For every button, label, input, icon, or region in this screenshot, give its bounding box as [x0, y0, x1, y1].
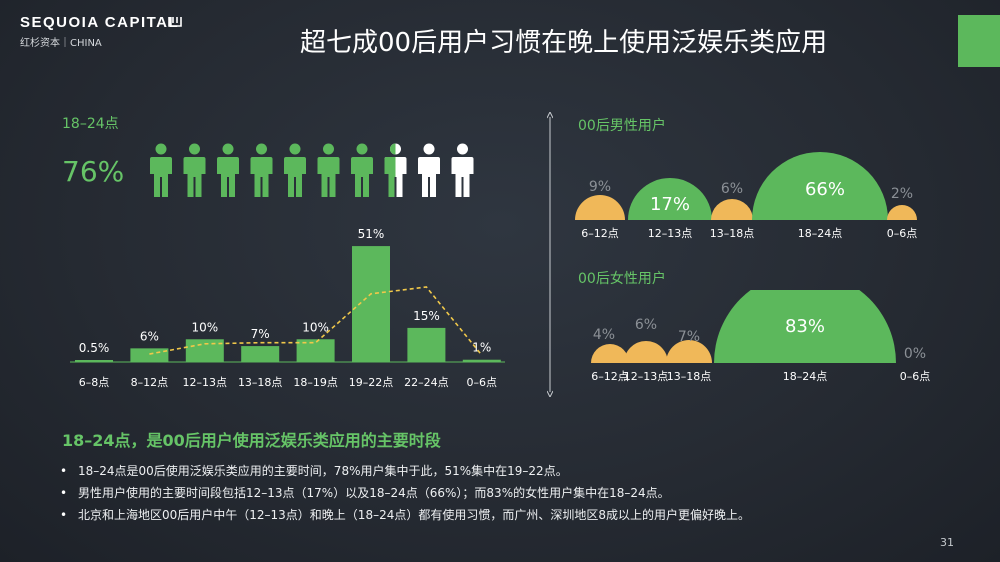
logo-mark-icon: [168, 17, 182, 27]
x-tick-label: 8–12点: [131, 376, 169, 389]
bar: [185, 339, 224, 362]
summary-headline: 18–24点，是00后用户使用泛娱乐类应用的主要时段: [62, 431, 441, 450]
highlight-percentage: 76%: [62, 155, 125, 188]
bar-value-label: 1%: [472, 341, 491, 355]
person-icon: [150, 143, 172, 197]
person-icon: [183, 143, 206, 197]
logo-subtitle: 红杉资本｜CHINA: [20, 38, 102, 49]
bar-value-label: 7%: [251, 327, 270, 341]
x-tick-label: 19–22点: [349, 376, 394, 389]
semicircle-value-label: 83%: [785, 316, 825, 337]
female-panel-subtitle: 00后女性用户: [578, 271, 666, 287]
semicircle-mark: [575, 195, 625, 220]
bar-value-label: 0.5%: [79, 341, 110, 355]
x-tick-label: 18–19点: [293, 376, 338, 389]
person-pictograph: [150, 143, 474, 197]
bar: [407, 327, 446, 362]
semicircle-category-label: 0–6点: [900, 370, 931, 383]
summary-bullet-list: 18–24点是00后使用泛娱乐类应用的主要时间，78%用户集中于此，51%集中在…: [58, 462, 750, 528]
person-icon: [317, 143, 340, 197]
bar-value-label: 15%: [413, 309, 440, 323]
semicircle-value-label: 4%: [593, 327, 615, 343]
semicircle-category-label: 13–18点: [667, 370, 712, 383]
x-tick-label: 13–18点: [238, 376, 283, 389]
left-panel-subtitle: 18–24点: [62, 116, 119, 132]
semicircle-category-label: 12–13点: [648, 227, 693, 240]
bar: [462, 359, 501, 362]
person-icon: [384, 143, 407, 197]
semicircle-category-label: 6–12点: [581, 227, 619, 240]
person-icon: [451, 143, 474, 197]
logo-wordmark: SEQUOIA CAPITAL: [20, 14, 180, 31]
semicircle-mark: [628, 178, 712, 220]
semicircle-value-label: 9%: [589, 179, 611, 195]
summary-bullet: 18–24点是00后使用泛娱乐类应用的主要时间，78%用户集中于此，51%集中在…: [58, 462, 750, 484]
corner-accent-block: [958, 15, 1000, 67]
summary-bullet: 北京和上海地区00后用户中午（12–13点）和晚上（18–24点）都有使用习惯，…: [58, 506, 750, 528]
bar: [75, 360, 113, 362]
trend-line: [149, 286, 483, 356]
bar: [352, 246, 390, 362]
bar-value-label: 51%: [358, 227, 385, 241]
semicircle-category-label: 13–18点: [710, 227, 755, 240]
semicircle-category-label: 6–12点: [591, 370, 629, 383]
page-number: 31: [940, 536, 954, 549]
semicircle-value-label: 66%: [805, 179, 845, 200]
semicircle-mark: [711, 199, 753, 220]
bar-value-label: 6%: [140, 329, 159, 343]
page-title: 超七成00后用户习惯在晚上使用泛娱乐类应用: [300, 28, 828, 58]
bar-value-label: 10%: [191, 320, 218, 334]
bar: [241, 346, 280, 362]
person-icon: [284, 143, 306, 197]
semicircle-mark: [887, 205, 917, 220]
x-tick-label: 12–13点: [183, 376, 228, 389]
bar-value-label: 10%: [302, 320, 329, 334]
semicircle-mark: [752, 152, 888, 220]
semicircle-mark: [591, 344, 629, 363]
x-tick-label: 6–8点: [79, 376, 110, 389]
semicircle-mark: [714, 290, 896, 363]
semicircle-value-label: 17%: [650, 194, 690, 215]
x-tick-label: 22–24点: [404, 376, 449, 389]
semicircle-category-label: 18–24点: [783, 370, 828, 383]
semicircle-category-label: 18–24点: [798, 227, 843, 240]
male-panel-subtitle: 00后男性用户: [578, 118, 666, 134]
bar: [130, 348, 169, 362]
female-semicircle-chart: 4% 6–12点 6% 12–13点 7% 13–18点 83% 18–24点 0% 0–6点: [591, 290, 931, 383]
person-icon: [351, 143, 373, 197]
summary-bullet: 男性用户使用的主要时间段包括12–13点（17%）以及18–24点（66%）；而…: [58, 484, 750, 506]
person-icon: [418, 143, 440, 197]
semicircle-category-label: 12–13点: [624, 370, 669, 383]
semicircle-value-label: 6%: [635, 317, 657, 333]
male-semicircle-chart: 9% 6–12点 17% 12–13点 6% 13–18点 66% 18–24点 2% 0–6点: [575, 152, 918, 240]
semicircle-mark: [666, 340, 712, 363]
semicircle-category-label: 0–6点: [887, 227, 918, 240]
semicircle-value-label: 2%: [891, 186, 913, 202]
semicircle-mark: [624, 341, 668, 363]
x-tick-label: 0–6点: [467, 376, 498, 389]
semicircle-value-label: 6%: [721, 181, 743, 197]
bar: [296, 339, 335, 362]
semicircle-value-label: 7%: [678, 329, 700, 345]
person-icon: [217, 143, 239, 197]
person-icon: [250, 143, 273, 197]
hourly-bar-chart: 0.5% 6–8点 6% 8–12点 10% 12–13点 7% 13–18点 10% 18–19…: [70, 227, 505, 389]
panel-divider: [547, 112, 553, 397]
semicircle-value-label: 0%: [904, 346, 926, 362]
